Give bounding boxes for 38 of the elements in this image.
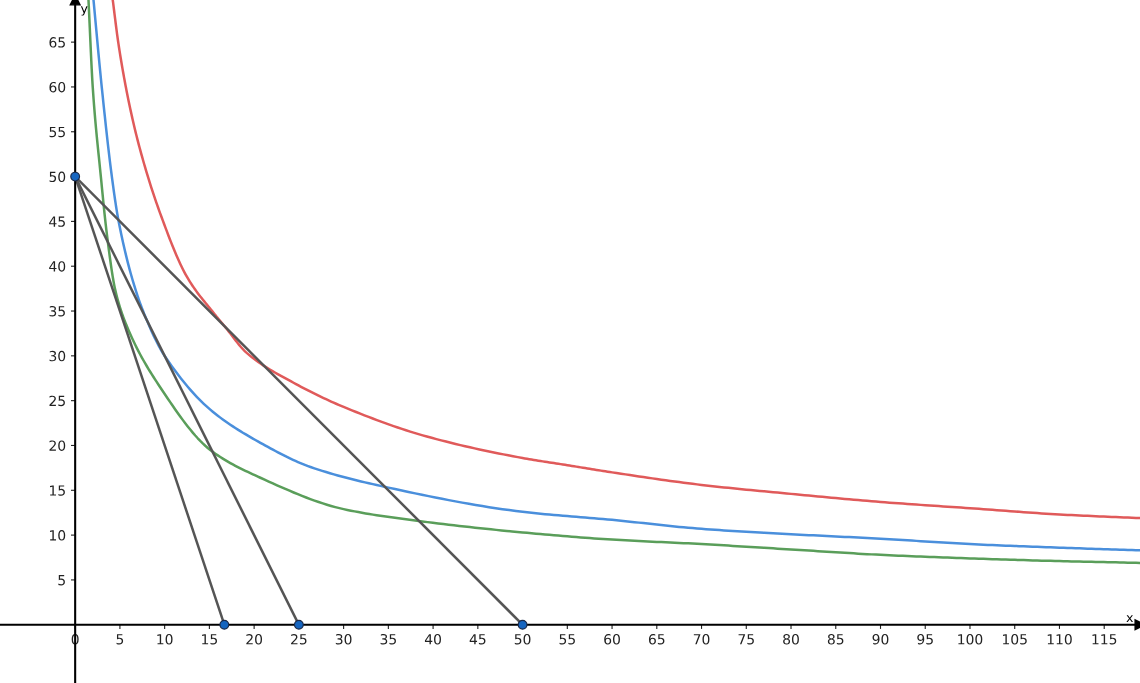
y-tick-label: 30 [49, 350, 66, 362]
x-tick-label: 75 [738, 634, 754, 645]
y-axis-title: y [80, 6, 88, 16]
y-tick-label: 65 [49, 37, 65, 48]
y-tick-label: 5 [58, 575, 65, 586]
x-tick-label: 65 [648, 634, 665, 645]
x-tick-label: 30 [335, 634, 352, 645]
y-tick-label: 25 [49, 395, 65, 407]
x-tick-label: 5 [116, 634, 124, 645]
x-tick-label: 70 [693, 634, 710, 645]
y-tick-label: 50 [49, 171, 66, 183]
x-axis-title: x [1126, 615, 1134, 623]
y-tick-label: 45 [49, 216, 65, 227]
x-tick-label: 110 [1047, 634, 1072, 645]
x-tick-label: 20 [246, 634, 263, 645]
x-tick-label: 50 [514, 634, 531, 645]
x-tick-label: 90 [872, 634, 889, 645]
y-tick-label: 60 [49, 81, 66, 93]
x-tick-label: 80 [783, 634, 799, 645]
x-tick-label: 15 [202, 634, 218, 645]
y-tick-label: 40 [49, 261, 66, 272]
x-tick-label: 10 [157, 634, 173, 645]
x-tick-label: 35 [380, 634, 396, 645]
y-tick-label: 55 [49, 126, 65, 138]
x-tick-label: 40 [424, 634, 442, 645]
y-tick-label: 15 [49, 485, 65, 496]
x-tick-label: 95 [917, 634, 933, 645]
x-tick-label: 85 [827, 634, 844, 645]
x-tick-label: 115 [1092, 634, 1117, 645]
x-tick-label: 55 [559, 634, 575, 645]
x-tick-label: 100 [958, 634, 983, 645]
y-tick-label: 20 [49, 440, 66, 451]
x-tick-label: 25 [291, 634, 307, 645]
y-tick-label: 35 [49, 305, 65, 317]
x-tick-label: 45 [469, 634, 486, 645]
y-tick-label: 10 [49, 530, 66, 541]
x-tick-label: 60 [604, 634, 620, 645]
x-tick-label: 105 [1003, 634, 1027, 645]
